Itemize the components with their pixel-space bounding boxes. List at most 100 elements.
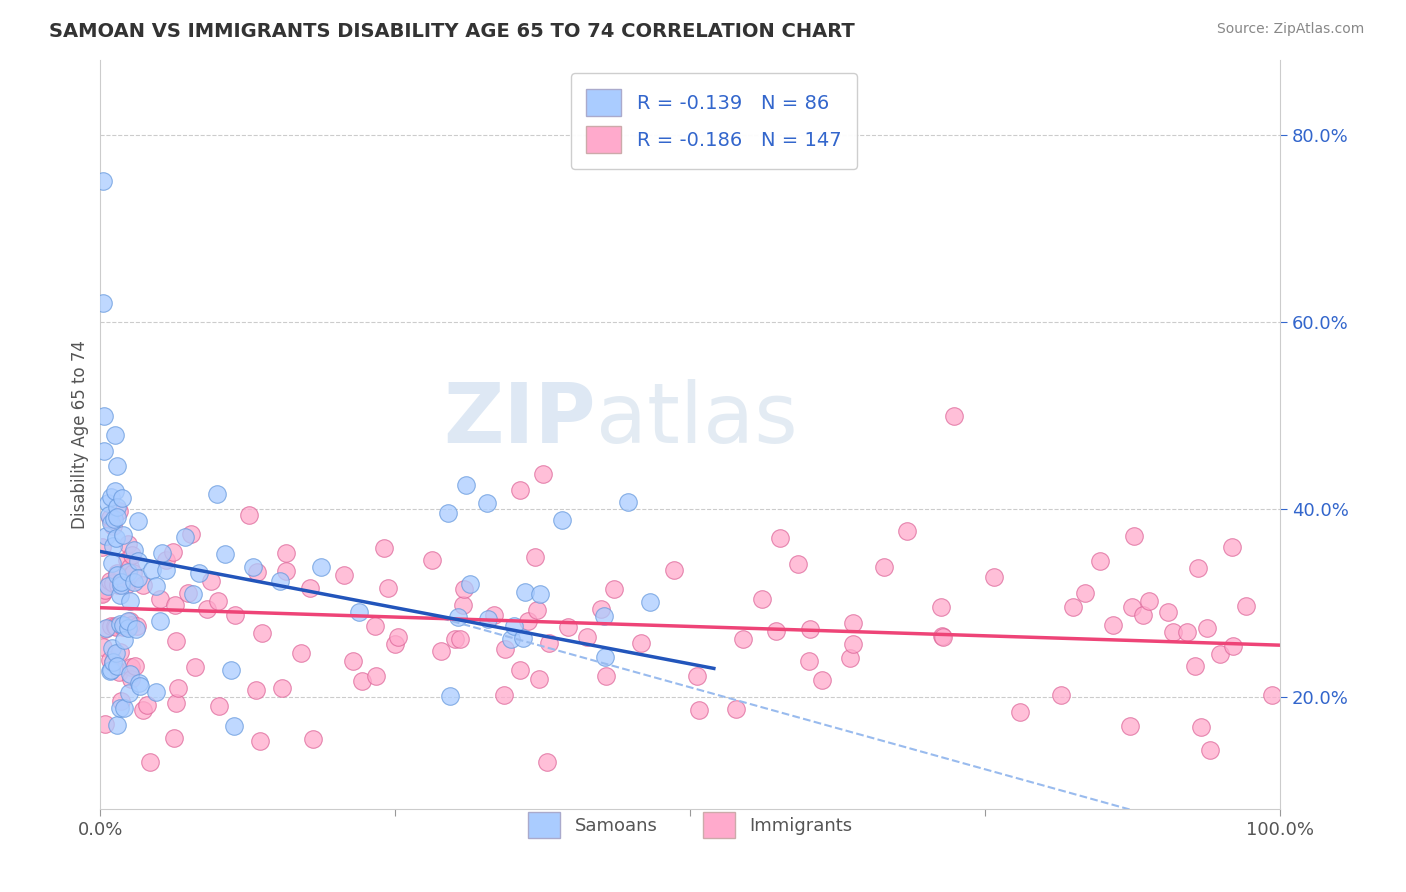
Point (787, 557, 810, 571)
Point (686, 669, 709, 683)
Point (1049, 688, 1071, 702)
Point (100, 490, 122, 504)
Point (222, 719, 245, 733)
Point (1220, 540, 1243, 554)
Point (165, 696, 187, 710)
Point (242, 559, 264, 574)
Point (132, 703, 155, 717)
Point (214, 547, 236, 561)
Point (931, 630, 953, 644)
Point (983, 569, 1005, 583)
Point (246, 565, 269, 579)
Point (309, 559, 332, 574)
Point (373, 541, 395, 556)
Point (104, 483, 127, 498)
Point (443, 632, 465, 646)
Point (274, 565, 297, 579)
Point (333, 568, 356, 582)
Point (118, 614, 141, 628)
Point (1137, 594, 1160, 608)
Point (384, 637, 406, 651)
Point (97, 579, 120, 593)
Point (124, 659, 146, 673)
Point (103, 655, 125, 669)
Point (149, 591, 172, 606)
Point (120, 672, 142, 686)
Point (1187, 561, 1209, 575)
Point (108, 616, 131, 631)
Point (105, 619, 128, 633)
Point (516, 614, 538, 628)
Point (104, 428, 127, 442)
Point (91, 174, 114, 188)
Point (533, 467, 555, 481)
Point (141, 563, 163, 577)
Point (453, 582, 475, 596)
Point (1175, 624, 1198, 639)
Point (155, 552, 177, 566)
Point (128, 679, 150, 693)
Point (529, 586, 551, 600)
Point (108, 588, 131, 602)
Point (688, 703, 710, 717)
Point (117, 565, 139, 579)
Point (299, 582, 322, 596)
Point (124, 543, 146, 558)
Point (205, 487, 228, 501)
Point (117, 537, 139, 551)
Point (593, 608, 616, 623)
Point (810, 673, 832, 688)
Point (1208, 647, 1230, 661)
Point (93, 444, 115, 458)
Point (155, 563, 177, 577)
Point (94, 717, 117, 731)
Point (238, 508, 260, 523)
Point (195, 602, 218, 616)
Point (101, 641, 124, 656)
Point (110, 574, 132, 589)
Point (150, 546, 173, 560)
Point (98, 574, 121, 588)
Point (107, 665, 129, 679)
Point (114, 619, 136, 633)
Point (1261, 688, 1284, 702)
Point (163, 598, 186, 612)
Point (1090, 554, 1112, 568)
Point (97, 508, 120, 523)
Point (96, 621, 118, 635)
Point (797, 654, 820, 668)
Point (477, 612, 499, 626)
Point (111, 620, 134, 634)
Point (458, 577, 481, 591)
Point (499, 632, 522, 646)
Point (799, 623, 821, 637)
Point (98, 511, 121, 525)
Point (1008, 705, 1031, 719)
Point (512, 631, 534, 645)
Text: SAMOAN VS IMMIGRANTS DISABILITY AGE 65 TO 74 CORRELATION CHART: SAMOAN VS IMMIGRANTS DISABILITY AGE 65 T… (49, 22, 855, 41)
Point (127, 514, 149, 528)
Point (110, 694, 132, 708)
Point (115, 578, 138, 592)
Point (177, 585, 200, 599)
Point (1161, 625, 1184, 640)
Point (94, 622, 117, 636)
Point (603, 582, 626, 597)
Point (124, 623, 146, 637)
Point (302, 732, 325, 747)
Point (447, 610, 470, 624)
Point (387, 630, 409, 644)
Point (145, 579, 167, 593)
Point (181, 587, 204, 601)
Text: ZIP: ZIP (443, 379, 596, 460)
Point (110, 578, 132, 592)
Point (101, 576, 124, 591)
Point (450, 632, 472, 646)
Point (839, 651, 862, 665)
Point (165, 634, 187, 648)
Point (1197, 620, 1219, 634)
Point (122, 566, 145, 580)
Point (97, 496, 120, 510)
Point (896, 524, 918, 539)
Point (180, 527, 202, 541)
